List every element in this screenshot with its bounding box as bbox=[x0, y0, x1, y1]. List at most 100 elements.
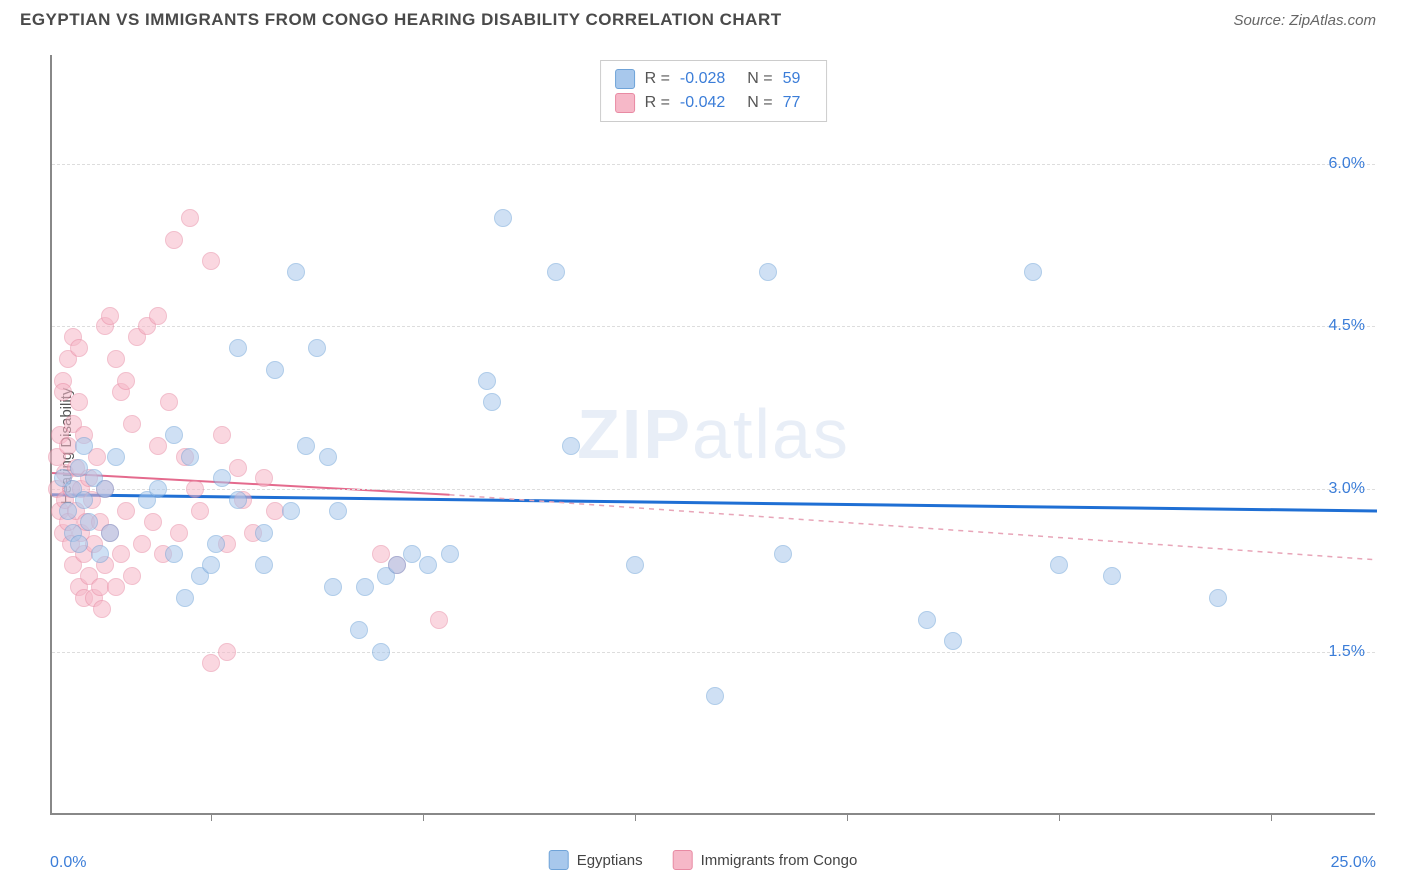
x-axis-max-label: 25.0% bbox=[1331, 854, 1376, 872]
data-point bbox=[101, 524, 119, 542]
data-point bbox=[59, 502, 77, 520]
data-point bbox=[229, 491, 247, 509]
stat-r-label: R = bbox=[645, 94, 670, 112]
data-point bbox=[170, 524, 188, 542]
gridline bbox=[52, 489, 1375, 490]
chart-title: EGYPTIAN VS IMMIGRANTS FROM CONGO HEARIN… bbox=[20, 10, 782, 30]
swatch-series-0 bbox=[615, 69, 635, 89]
data-point bbox=[213, 469, 231, 487]
source-attribution: Source: ZipAtlas.com bbox=[1233, 12, 1376, 29]
data-point bbox=[388, 556, 406, 574]
data-point bbox=[70, 393, 88, 411]
data-point bbox=[202, 252, 220, 270]
data-point bbox=[255, 524, 273, 542]
x-tick bbox=[847, 813, 848, 821]
data-point bbox=[149, 307, 167, 325]
stats-row-series-0: R = -0.028 N = 59 bbox=[615, 67, 813, 91]
data-point bbox=[96, 480, 114, 498]
data-point bbox=[207, 535, 225, 553]
x-tick bbox=[423, 813, 424, 821]
data-point bbox=[75, 491, 93, 509]
x-tick bbox=[1271, 813, 1272, 821]
data-point bbox=[191, 502, 209, 520]
data-point bbox=[91, 545, 109, 563]
data-point bbox=[547, 263, 565, 281]
data-point bbox=[419, 556, 437, 574]
data-point bbox=[70, 339, 88, 357]
data-point bbox=[282, 502, 300, 520]
stat-n-label: N = bbox=[747, 70, 772, 88]
data-point bbox=[165, 231, 183, 249]
data-point bbox=[287, 263, 305, 281]
stats-row-series-1: R = -0.042 N = 77 bbox=[615, 91, 813, 115]
stat-n-label: N = bbox=[747, 94, 772, 112]
data-point bbox=[350, 621, 368, 639]
legend-swatch-1 bbox=[673, 850, 693, 870]
data-point bbox=[123, 415, 141, 433]
data-point bbox=[144, 513, 162, 531]
legend-item-1: Immigrants from Congo bbox=[673, 850, 858, 870]
data-point bbox=[372, 643, 390, 661]
y-tick-label: 1.5% bbox=[1329, 643, 1365, 661]
data-point bbox=[297, 437, 315, 455]
y-tick-label: 3.0% bbox=[1329, 480, 1365, 498]
data-point bbox=[80, 513, 98, 531]
data-point bbox=[149, 437, 167, 455]
data-point bbox=[562, 437, 580, 455]
data-point bbox=[181, 209, 199, 227]
gridline bbox=[52, 164, 1375, 165]
data-point bbox=[149, 480, 167, 498]
data-point bbox=[1209, 589, 1227, 607]
data-point bbox=[478, 372, 496, 390]
data-point bbox=[255, 469, 273, 487]
swatch-series-1 bbox=[615, 93, 635, 113]
data-point bbox=[107, 578, 125, 596]
stat-n-value-1: 77 bbox=[783, 94, 801, 112]
data-point bbox=[372, 545, 390, 563]
stat-r-value-1: -0.042 bbox=[680, 94, 725, 112]
data-point bbox=[229, 459, 247, 477]
data-point bbox=[494, 209, 512, 227]
chart-container: EGYPTIAN VS IMMIGRANTS FROM CONGO HEARIN… bbox=[0, 0, 1406, 892]
data-point bbox=[213, 426, 231, 444]
x-tick bbox=[211, 813, 212, 821]
data-point bbox=[101, 307, 119, 325]
watermark-part1: ZIP bbox=[577, 395, 692, 473]
data-point bbox=[202, 556, 220, 574]
data-point bbox=[1050, 556, 1068, 574]
stat-n-value-0: 59 bbox=[783, 70, 801, 88]
data-point bbox=[918, 611, 936, 629]
data-point bbox=[133, 535, 151, 553]
data-point bbox=[329, 502, 347, 520]
data-point bbox=[117, 372, 135, 390]
data-point bbox=[441, 545, 459, 563]
stats-legend: R = -0.028 N = 59 R = -0.042 N = 77 bbox=[600, 60, 828, 122]
data-point bbox=[107, 448, 125, 466]
y-tick-label: 6.0% bbox=[1329, 155, 1365, 173]
data-point bbox=[319, 448, 337, 466]
data-point bbox=[483, 393, 501, 411]
data-point bbox=[186, 480, 204, 498]
data-point bbox=[70, 535, 88, 553]
data-point bbox=[160, 393, 178, 411]
data-point bbox=[324, 578, 342, 596]
x-tick bbox=[1059, 813, 1060, 821]
data-point bbox=[117, 502, 135, 520]
watermark: ZIPatlas bbox=[577, 394, 850, 474]
data-point bbox=[218, 643, 236, 661]
gridline bbox=[52, 652, 1375, 653]
data-point bbox=[202, 654, 220, 672]
legend-item-0: Egyptians bbox=[549, 850, 643, 870]
data-point bbox=[165, 426, 183, 444]
x-tick bbox=[635, 813, 636, 821]
stat-r-value-0: -0.028 bbox=[680, 70, 725, 88]
data-point bbox=[75, 437, 93, 455]
data-point bbox=[356, 578, 374, 596]
data-point bbox=[107, 350, 125, 368]
data-point bbox=[165, 545, 183, 563]
data-point bbox=[255, 556, 273, 574]
data-point bbox=[1103, 567, 1121, 585]
data-point bbox=[93, 600, 111, 618]
data-point bbox=[229, 339, 247, 357]
legend-swatch-0 bbox=[549, 850, 569, 870]
